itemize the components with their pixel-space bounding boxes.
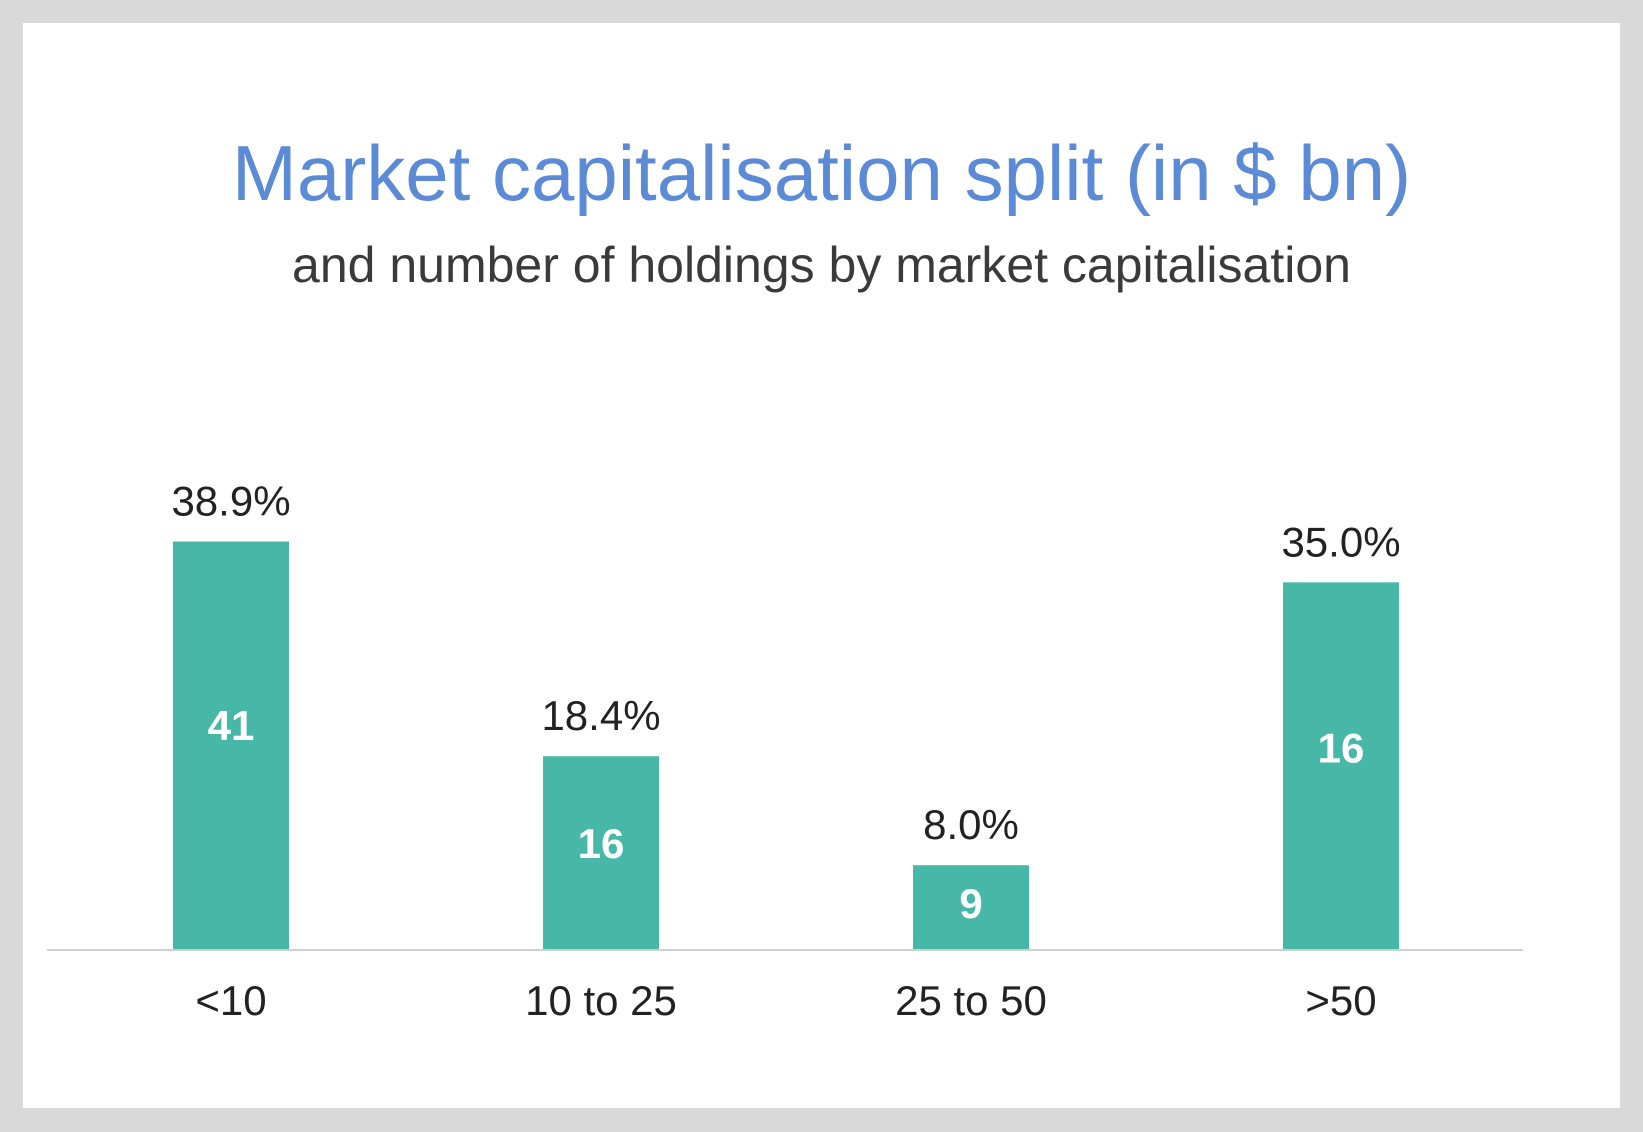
- holdings-label-1: 16: [578, 820, 625, 867]
- value-label-3: 35.0%: [1281, 518, 1400, 565]
- value-label-1: 18.4%: [541, 692, 660, 739]
- chart-title: Market capitalisation split (in $ bn): [231, 129, 1412, 217]
- holdings-label-0: 41: [208, 702, 255, 749]
- holdings-label-3: 16: [1318, 724, 1365, 771]
- value-label-2: 8.0%: [923, 801, 1019, 848]
- bar-0: [173, 541, 289, 949]
- category-label-1: 10 to 25: [525, 977, 677, 1024]
- category-label-3: >50: [1305, 977, 1376, 1024]
- bars-group: 38.9% 41 <10 18.4% 16 10 to 25 8.0% 9 25 to 50 35…: [171, 477, 1400, 1024]
- value-label-0: 38.9%: [171, 477, 290, 524]
- category-label-2: 25 to 50: [895, 977, 1047, 1024]
- bar-3: [1283, 582, 1399, 949]
- chart-subtitle: and number of holdings by market capital…: [292, 237, 1351, 293]
- bar-chart: 38.9% 41 <10 18.4% 16 10 to 25 8.0% 9 25 to 50 35…: [47, 477, 1523, 1024]
- holdings-label-2: 9: [959, 880, 982, 927]
- chart-card: Market capitalisation split (in $ bn) an…: [23, 23, 1620, 1108]
- bar-1: [543, 756, 659, 949]
- category-label-0: <10: [195, 977, 266, 1024]
- bar-2: [913, 865, 1029, 949]
